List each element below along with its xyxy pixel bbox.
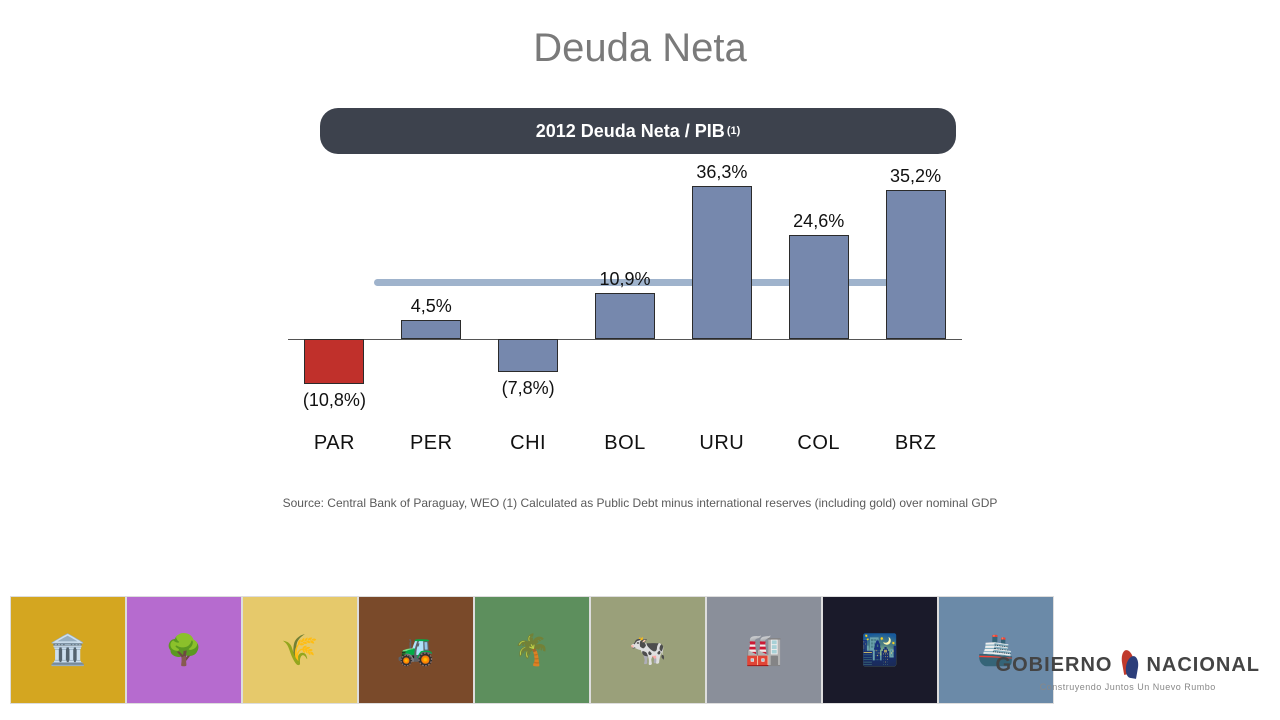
category-label-PER: PER <box>381 432 481 455</box>
footer-thumb-0: 🏛️ <box>10 596 126 704</box>
footer-thumb-2: 🌾 <box>242 596 358 704</box>
footer: 🏛️🌳🌾🚜🌴🐄🏭🌃🚢 GOBIERNO NACIONAL Construyend… <box>0 582 1280 720</box>
value-label-BRZ: 35,2% <box>866 166 966 187</box>
category-label-COL: COL <box>769 432 869 455</box>
value-label-PAR: (10,8%) <box>284 390 384 411</box>
category-label-BRZ: BRZ <box>866 432 966 455</box>
value-label-BOL: 10,9% <box>575 269 675 290</box>
footer-thumb-6: 🏭 <box>706 596 822 704</box>
subtitle-pill: 2012 Deuda Neta / PIB (1) <box>320 108 956 154</box>
category-label-PAR: PAR <box>284 432 384 455</box>
baseline <box>288 339 962 340</box>
page-title: Deuda Neta <box>0 26 1280 71</box>
bar-BRZ <box>886 190 946 338</box>
source-note: Source: Central Bank of Paraguay, WEO (1… <box>0 496 1280 510</box>
bar-COL <box>789 235 849 339</box>
category-label-URU: URU <box>672 432 772 455</box>
bar-chart: (10,8%)PAR4,5%PER(7,8%)CHI10,9%BOL36,3%U… <box>286 170 964 450</box>
category-label-BOL: BOL <box>575 432 675 455</box>
bar-URU <box>692 186 752 339</box>
bar-PER <box>401 320 461 339</box>
footer-thumb-1: 🌳 <box>126 596 242 704</box>
chart-container: (10,8%)PAR4,5%PER(7,8%)CHI10,9%BOL36,3%U… <box>286 170 964 450</box>
value-label-CHI: (7,8%) <box>478 378 578 399</box>
slide: Deuda Neta 2012 Deuda Neta / PIB (1) (10… <box>0 0 1280 720</box>
logo-right: NACIONAL <box>1146 654 1260 677</box>
subtitle-sup: (1) <box>727 125 740 137</box>
logo-main: GOBIERNO NACIONAL <box>996 650 1260 680</box>
bar-PAR <box>304 339 364 385</box>
subtitle-text: 2012 Deuda Neta / PIB <box>536 121 725 142</box>
flame-icon <box>1118 650 1140 680</box>
bar-BOL <box>595 293 655 339</box>
footer-thumb-5: 🐄 <box>590 596 706 704</box>
footer-thumb-3: 🚜 <box>358 596 474 704</box>
logo-sub: Construyendo Juntos Un Nuevo Rumbo <box>996 682 1260 692</box>
value-label-URU: 36,3% <box>672 162 772 183</box>
footer-thumb-4: 🌴 <box>474 596 590 704</box>
logo: GOBIERNO NACIONAL Construyendo Juntos Un… <box>996 650 1260 692</box>
logo-left: GOBIERNO <box>996 654 1113 677</box>
footer-thumb-7: 🌃 <box>822 596 938 704</box>
value-label-PER: 4,5% <box>381 296 481 317</box>
value-label-COL: 24,6% <box>769 211 869 232</box>
bar-CHI <box>498 339 558 372</box>
category-label-CHI: CHI <box>478 432 578 455</box>
footer-image-strip: 🏛️🌳🌾🚜🌴🐄🏭🌃🚢 <box>10 596 1054 704</box>
